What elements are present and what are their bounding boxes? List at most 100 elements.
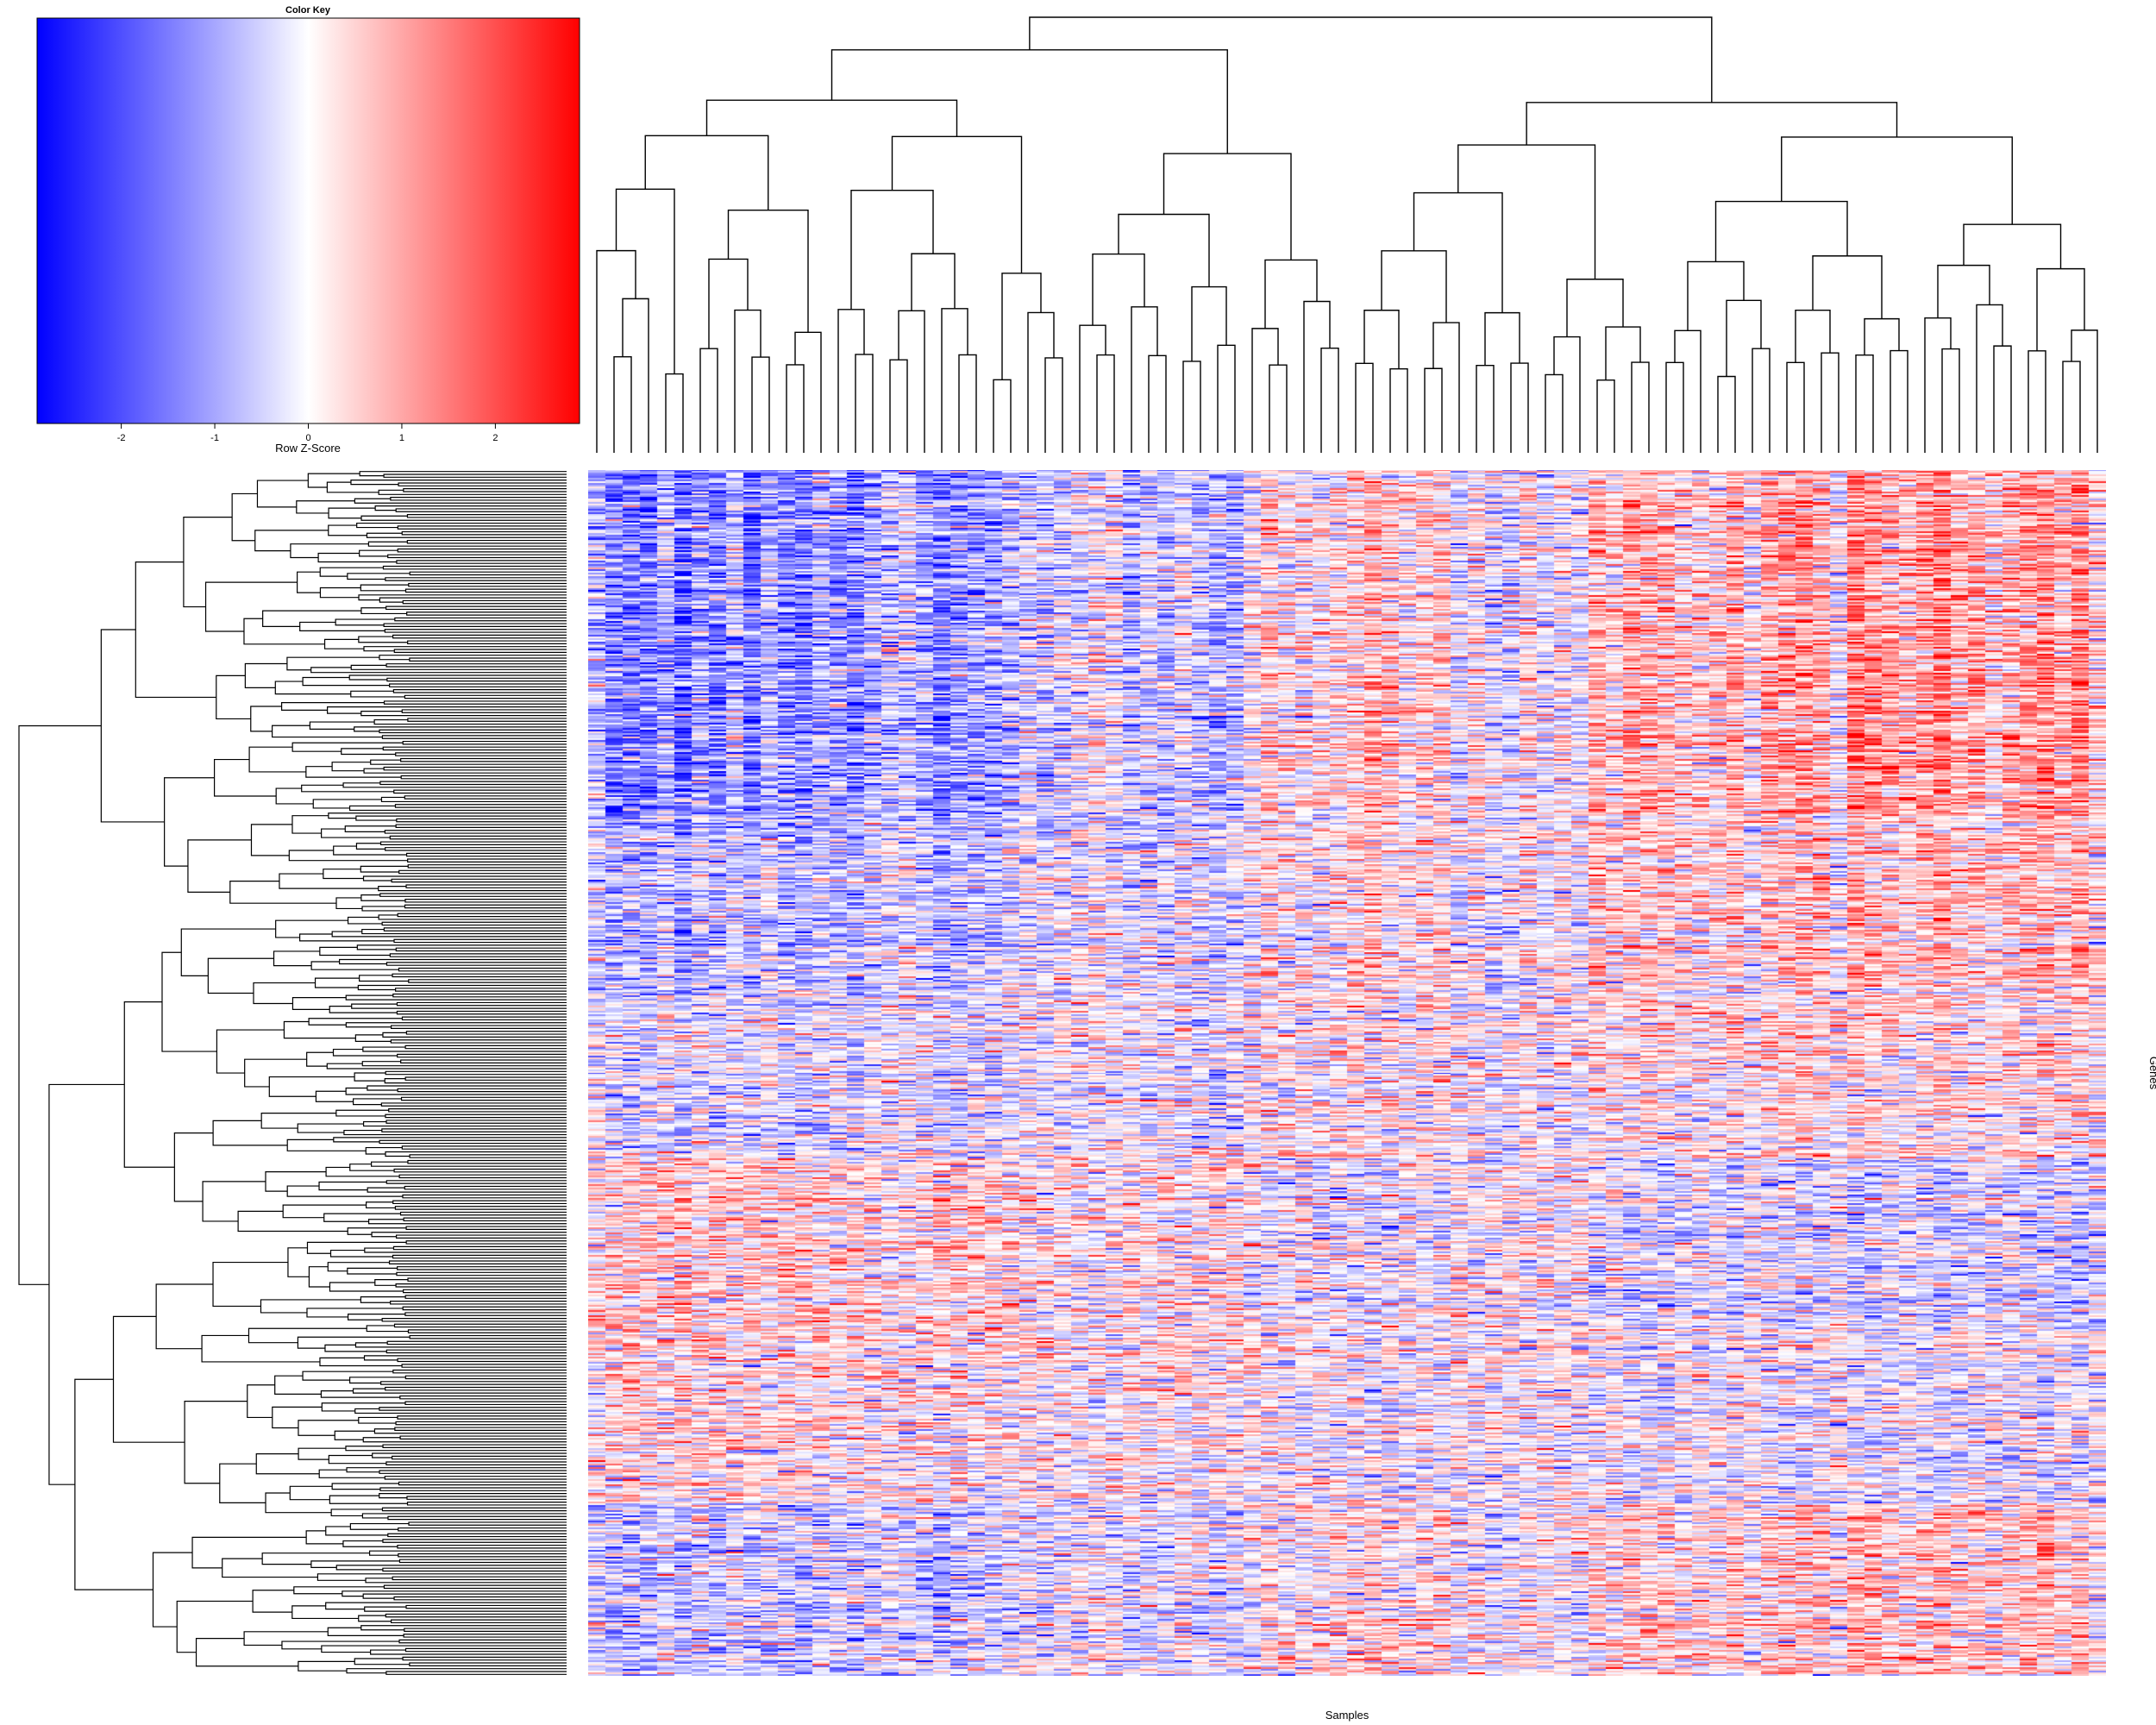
- row-dendrogram-branch: [385, 1671, 567, 1675]
- column-dendrogram-branch: [1714, 200, 1848, 262]
- column-dendrogram-branch: [1029, 16, 1713, 103]
- row-dendrogram-branch: [319, 946, 391, 957]
- row-dendrogram-branch: [404, 694, 567, 699]
- row-dendrogram-branch: [397, 548, 567, 553]
- row-dendrogram-branch: [359, 471, 567, 477]
- row-dendrogram-branch: [397, 1266, 567, 1270]
- row-dendrogram-branch: [385, 1349, 567, 1354]
- row-dendrogram-branch: [359, 549, 398, 557]
- row-dendrogram-branch: [323, 638, 364, 649]
- row-dendrogram-branch: [401, 1145, 567, 1150]
- row-dendrogram-branch: [383, 1584, 567, 1590]
- row-dendrogram-branch: [286, 1138, 367, 1151]
- column-dendrogram-branch: [2062, 361, 2081, 453]
- row-dendrogram-branch: [347, 1267, 398, 1275]
- row-dendrogram-branch: [298, 1420, 359, 1436]
- row-dendrogram-branch: [381, 1317, 567, 1322]
- row-dendrogram-branch: [404, 1295, 567, 1299]
- row-dendrogram-branch: [398, 1481, 567, 1486]
- row-dendrogram-branch: [360, 711, 567, 717]
- row-dendrogram-branch: [385, 1113, 567, 1119]
- row-dendrogram-branch: [397, 1415, 567, 1420]
- row-dendrogram-branch: [385, 1120, 567, 1124]
- row-dendrogram-branch: [403, 1289, 567, 1294]
- row-dendrogram-branch: [358, 636, 408, 643]
- row-dendrogram-branch: [354, 1408, 567, 1414]
- row-dendrogram-branch: [396, 1271, 567, 1276]
- row-dendrogram-branch: [404, 1312, 567, 1316]
- row-dendrogram-branch: [367, 1219, 567, 1225]
- column-dendrogram-branch: [1631, 361, 1650, 453]
- column-dendrogram-branch: [1890, 349, 1908, 453]
- row-dendrogram-branch: [202, 1181, 266, 1222]
- row-dendrogram-branch: [318, 1181, 387, 1191]
- row-dendrogram-branch: [324, 1344, 387, 1352]
- row-dendrogram-branch: [297, 571, 321, 593]
- row-dendrogram-branch: [333, 1137, 567, 1143]
- row-dendrogram-branch: [380, 796, 567, 803]
- row-dendrogram-branch: [373, 1428, 567, 1434]
- row-dendrogram-branch: [393, 789, 567, 794]
- row-dendrogram-branch: [399, 1435, 567, 1440]
- column-dendrogram-branch: [1726, 299, 1762, 377]
- row-dendrogram-branch: [404, 1375, 567, 1380]
- column-dendrogram-branch: [1457, 144, 1596, 279]
- row-dendrogram-branch: [400, 1096, 567, 1101]
- row-dendrogram-branch: [346, 1668, 567, 1674]
- row-dendrogram-branch: [380, 1381, 567, 1385]
- row-dendrogram-branch: [379, 1487, 567, 1491]
- row-dendrogram-branch: [359, 975, 409, 982]
- row-dendrogram-branch: [382, 1539, 567, 1543]
- column-dendrogram-branch: [1752, 348, 1771, 453]
- row-dendrogram-branch: [355, 815, 567, 821]
- row-dendrogram-branch: [406, 1502, 567, 1506]
- column-dendrogram-branch: [993, 379, 1012, 453]
- row-dendrogram-branch: [394, 1427, 567, 1432]
- column-dendrogram-branch: [911, 253, 956, 311]
- row-dendrogram-branch: [344, 825, 397, 832]
- column-dendrogram-branch: [1510, 362, 1529, 453]
- row-dendrogram-branch: [100, 629, 165, 823]
- row-dendrogram-branch: [155, 1283, 214, 1350]
- row-dendrogram-branch: [358, 1416, 398, 1424]
- column-dendrogram-branch: [958, 354, 977, 453]
- row-dendrogram-branch: [314, 977, 360, 988]
- column-dendrogram-branch: [1717, 375, 1736, 453]
- row-dendrogram-branch: [384, 1476, 567, 1480]
- row-dendrogram-branch: [291, 815, 329, 834]
- row-dendrogram-branch: [389, 835, 567, 840]
- row-dendrogram-branch: [382, 1567, 567, 1572]
- row-dendrogram-branch: [243, 1631, 329, 1647]
- row-dendrogram-branch: [327, 1627, 404, 1636]
- row-dendrogram-branch: [406, 1496, 567, 1500]
- row-dendrogram-branch: [380, 1102, 567, 1107]
- row-dendrogram-branch: [280, 702, 385, 711]
- row-dendrogram-branch: [401, 1364, 567, 1368]
- row-dendrogram-branch: [308, 1266, 330, 1288]
- row-dendrogram-branch: [327, 1262, 390, 1272]
- row-dendrogram-branch: [392, 973, 567, 978]
- row-dendrogram-branch: [287, 1247, 310, 1277]
- row-dendrogram-branch: [398, 1639, 567, 1644]
- row-dendrogram-branch: [342, 782, 567, 788]
- row-dendrogram-branch: [388, 1260, 567, 1264]
- column-dendrogram-branch: [1781, 136, 2013, 225]
- row-dendrogram-branch: [373, 718, 567, 725]
- heatmap-cells: [588, 470, 2106, 1676]
- row-dendrogram-branch: [379, 1493, 567, 1499]
- row-dendrogram-branch: [379, 1470, 567, 1474]
- row-dendrogram-branch: [310, 961, 399, 970]
- row-dendrogram-branch: [112, 1315, 185, 1443]
- row-dendrogram-branch: [345, 1446, 567, 1452]
- row-dendrogram-branch: [395, 988, 567, 992]
- row-dendrogram-branch: [404, 1628, 567, 1633]
- row-dendrogram-branch: [360, 584, 409, 592]
- row-dendrogram-branch: [409, 1334, 567, 1339]
- row-dendrogram-branch: [398, 1559, 567, 1564]
- column-dendrogram-branch: [1545, 373, 1564, 453]
- column-dendrogram-branch: [891, 135, 1023, 273]
- row-dendrogram-branch: [393, 1596, 567, 1601]
- row-dendrogram-branch: [391, 878, 567, 883]
- column-dendrogram-branch: [1096, 354, 1115, 453]
- row-dendrogram-branch: [212, 1261, 288, 1308]
